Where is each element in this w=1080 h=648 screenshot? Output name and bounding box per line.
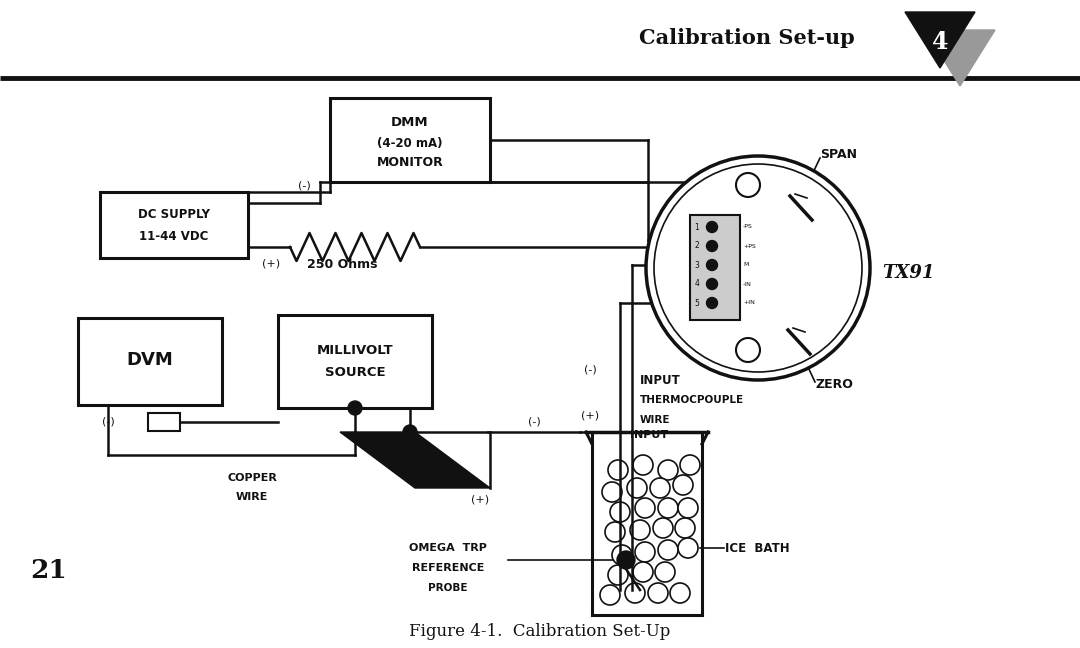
Circle shape: [735, 173, 760, 197]
Circle shape: [625, 583, 645, 603]
Circle shape: [678, 538, 698, 558]
FancyBboxPatch shape: [330, 98, 490, 182]
Text: 5: 5: [694, 299, 700, 308]
Circle shape: [605, 522, 625, 542]
Circle shape: [706, 297, 717, 308]
Circle shape: [654, 562, 675, 582]
Text: WIRE: WIRE: [640, 415, 671, 425]
Circle shape: [348, 401, 362, 415]
Text: TX91: TX91: [882, 264, 934, 282]
Text: REFERENCE: REFERENCE: [411, 563, 484, 573]
Circle shape: [635, 498, 654, 518]
Text: ZERO: ZERO: [815, 378, 853, 391]
Text: ICE  BATH: ICE BATH: [725, 542, 789, 555]
Text: (-): (-): [298, 180, 310, 190]
Text: 1: 1: [694, 222, 700, 231]
Circle shape: [658, 460, 678, 480]
Text: INPUT: INPUT: [630, 430, 669, 440]
Circle shape: [658, 540, 678, 560]
Circle shape: [403, 425, 417, 439]
Text: (+): (+): [471, 495, 489, 505]
Text: MONITOR: MONITOR: [377, 157, 444, 170]
Text: Calibration Set-up: Calibration Set-up: [639, 28, 855, 48]
Text: 11-44 VDC: 11-44 VDC: [139, 231, 208, 244]
Text: (-): (-): [528, 417, 540, 427]
Circle shape: [706, 259, 717, 270]
Circle shape: [600, 585, 620, 605]
Text: M: M: [743, 262, 748, 268]
Circle shape: [610, 502, 630, 522]
Text: (+): (+): [262, 259, 280, 269]
Text: 2: 2: [694, 242, 700, 251]
Text: PROBE: PROBE: [429, 583, 468, 593]
Text: 250 Ohms: 250 Ohms: [307, 257, 378, 270]
Circle shape: [673, 475, 693, 495]
FancyBboxPatch shape: [148, 413, 180, 431]
Text: Figure 4-1.  Calibration Set-Up: Figure 4-1. Calibration Set-Up: [409, 623, 671, 640]
Text: THERMOCPOUPLE: THERMOCPOUPLE: [640, 395, 744, 405]
Circle shape: [678, 498, 698, 518]
Text: DMM: DMM: [391, 115, 429, 128]
Polygon shape: [340, 432, 490, 488]
Circle shape: [658, 498, 678, 518]
FancyBboxPatch shape: [690, 215, 740, 320]
Circle shape: [654, 164, 862, 372]
Text: +IN: +IN: [743, 301, 755, 305]
Text: WIRE: WIRE: [235, 492, 268, 502]
Circle shape: [706, 279, 717, 290]
Circle shape: [633, 455, 653, 475]
FancyBboxPatch shape: [78, 318, 222, 405]
Text: SPAN: SPAN: [820, 148, 858, 161]
Text: MILLIVOLT: MILLIVOLT: [316, 343, 393, 356]
Text: (+): (+): [581, 410, 599, 420]
Text: 4: 4: [932, 30, 948, 54]
Text: (-): (-): [583, 365, 596, 375]
Circle shape: [633, 562, 653, 582]
Circle shape: [680, 455, 700, 475]
Text: +PS: +PS: [743, 244, 756, 248]
Text: -PS: -PS: [743, 224, 753, 229]
Circle shape: [706, 222, 717, 233]
Circle shape: [648, 583, 669, 603]
Circle shape: [706, 240, 717, 251]
Text: DC SUPPLY: DC SUPPLY: [138, 209, 210, 222]
Text: 4: 4: [694, 279, 700, 288]
Text: SOURCE: SOURCE: [325, 367, 386, 380]
Text: OMEGA  TRP: OMEGA TRP: [409, 543, 487, 553]
Text: -IN: -IN: [743, 281, 752, 286]
Circle shape: [630, 520, 650, 540]
Text: DVM: DVM: [126, 351, 174, 369]
Circle shape: [612, 545, 632, 565]
Circle shape: [608, 565, 627, 585]
Polygon shape: [924, 30, 995, 86]
Circle shape: [653, 518, 673, 538]
Text: COPPER: COPPER: [227, 473, 276, 483]
Circle shape: [608, 460, 627, 480]
Text: (-): (-): [102, 417, 114, 427]
Circle shape: [635, 542, 654, 562]
Circle shape: [670, 583, 690, 603]
Text: 21: 21: [30, 557, 67, 583]
Circle shape: [675, 518, 696, 538]
Circle shape: [627, 478, 647, 498]
Circle shape: [650, 478, 670, 498]
Text: 3: 3: [694, 260, 700, 270]
Circle shape: [735, 338, 760, 362]
Text: (4-20 mA): (4-20 mA): [377, 137, 443, 150]
Circle shape: [617, 551, 635, 569]
Circle shape: [602, 482, 622, 502]
Polygon shape: [905, 12, 975, 68]
Circle shape: [646, 156, 870, 380]
Text: INPUT: INPUT: [640, 373, 680, 386]
FancyBboxPatch shape: [278, 315, 432, 408]
Text: (+): (+): [154, 417, 172, 427]
FancyBboxPatch shape: [100, 192, 248, 258]
